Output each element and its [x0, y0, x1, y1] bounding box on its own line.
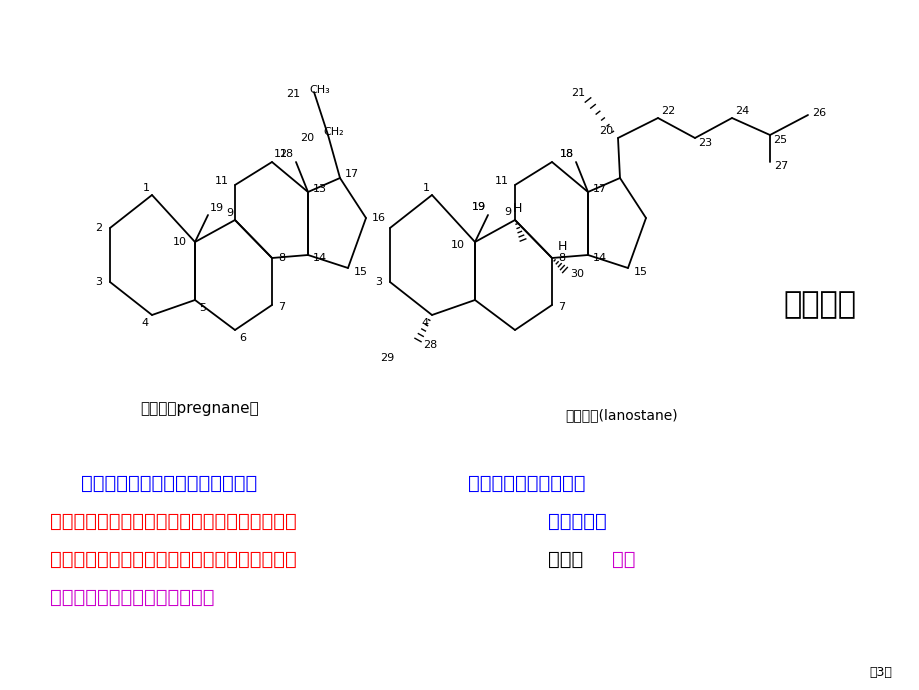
- Text: 24: 24: [734, 106, 748, 116]
- Text: 15: 15: [354, 267, 368, 277]
- Text: 22: 22: [660, 106, 675, 116]
- Text: 21: 21: [571, 88, 584, 98]
- Text: 30: 30: [570, 269, 584, 279]
- Text: 10: 10: [173, 237, 187, 247]
- Text: 4: 4: [422, 318, 428, 328]
- Text: 甾类化合物都与人类、: 甾类化合物都与人类、: [468, 473, 584, 493]
- Text: 28: 28: [423, 340, 437, 350]
- Text: H: H: [558, 239, 567, 253]
- Text: 羊毛脂烷(lanostane): 羊毛脂烷(lanostane): [565, 408, 677, 422]
- Text: 20: 20: [300, 133, 313, 143]
- Text: 化合物并不符合异戊二烯规则。: 化合物并不符合异戊二烯规则。: [50, 587, 214, 607]
- Text: 26: 26: [811, 108, 825, 118]
- Text: 7: 7: [558, 302, 564, 312]
- Text: 12: 12: [274, 149, 288, 159]
- Text: 另外，: 另外，: [548, 549, 583, 569]
- Text: 4: 4: [142, 318, 149, 328]
- Text: 19: 19: [471, 202, 485, 212]
- Text: 8: 8: [278, 253, 285, 263]
- Text: 2: 2: [95, 223, 102, 233]
- Text: 17: 17: [593, 184, 607, 194]
- Text: 25: 25: [772, 135, 787, 145]
- Text: 第3页: 第3页: [868, 665, 891, 678]
- Text: 10: 10: [450, 240, 464, 250]
- Text: 类化合物虽生物活性较强，但无这类生物活性，: 类化合物虽生物活性较强，但无这类生物活性，: [50, 549, 297, 569]
- Text: 17: 17: [345, 169, 358, 179]
- Text: 9: 9: [504, 207, 510, 217]
- Text: 14: 14: [593, 253, 607, 263]
- Text: 3: 3: [375, 277, 381, 287]
- Text: 8: 8: [558, 253, 564, 263]
- Text: 11: 11: [494, 176, 508, 186]
- Text: 29: 29: [380, 353, 393, 363]
- Text: 四环三萜: 四环三萜: [783, 290, 856, 319]
- Text: 19: 19: [471, 202, 485, 212]
- Text: 16: 16: [371, 213, 386, 223]
- Text: 7: 7: [278, 302, 285, 312]
- Text: 18: 18: [279, 149, 294, 159]
- Text: 3: 3: [95, 277, 102, 287]
- Text: 27: 27: [773, 161, 788, 171]
- Text: 1: 1: [423, 183, 429, 193]
- Text: CH₂: CH₂: [323, 127, 344, 137]
- Text: 甾族: 甾族: [611, 549, 635, 569]
- Text: 孕甾烷（pregnane）: 孕甾烷（pregnane）: [141, 400, 259, 415]
- Text: 以及动植物生命活动相关，起调整和控制作用；: 以及动植物生命活动相关，起调整和控制作用；: [50, 511, 297, 531]
- Text: 21: 21: [286, 89, 300, 99]
- Text: 23: 23: [698, 138, 711, 148]
- Text: CH₃: CH₃: [309, 85, 329, 95]
- Text: 13: 13: [312, 184, 326, 194]
- Text: H: H: [512, 201, 521, 215]
- Text: 9: 9: [226, 208, 233, 218]
- Text: 而四环三萜: 而四环三萜: [548, 511, 607, 531]
- Text: 11: 11: [215, 176, 229, 186]
- Text: 15: 15: [633, 267, 647, 277]
- Text: 18: 18: [560, 149, 573, 159]
- Text: 18: 18: [560, 149, 573, 159]
- Text: 6: 6: [239, 333, 245, 343]
- Text: 19: 19: [210, 203, 224, 213]
- Text: 14: 14: [312, 253, 327, 263]
- Text: 1: 1: [142, 183, 150, 193]
- Text: 甾族化合物与三萜类化合物相同，: 甾族化合物与三萜类化合物相同，: [56, 473, 257, 493]
- Text: 20: 20: [598, 126, 612, 136]
- Text: 5: 5: [199, 303, 206, 313]
